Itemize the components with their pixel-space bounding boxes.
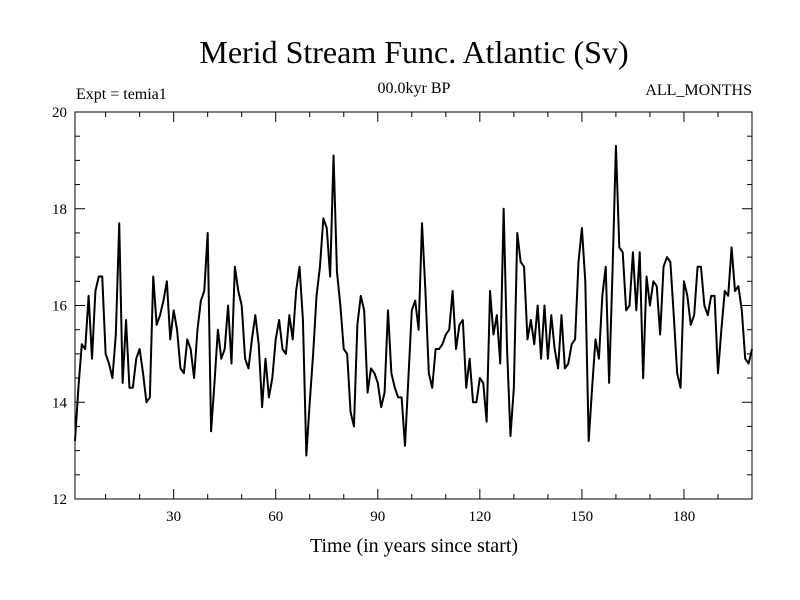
series-line [74,144,753,457]
x-tick-label: 150 [571,509,594,525]
experiment-label: Expt = temia1 [76,86,167,103]
axis-tick-labels: 30 60 90 120 150 180 12 14 16 18 20 [52,105,695,525]
axis-ticks [75,112,752,499]
x-tick-label: 180 [673,509,696,525]
months-label: ALL_MONTHS [645,82,752,99]
y-tick-label: 12 [52,492,67,508]
chart-title: Merid Stream Func. Atlantic (Sv) [199,34,628,70]
y-tick-label: 18 [52,202,67,218]
y-tick-label: 20 [52,105,67,121]
x-tick-label: 30 [166,509,181,525]
x-tick-label: 90 [370,509,385,525]
x-tick-label: 60 [268,509,283,525]
y-tick-label: 14 [52,395,68,411]
period-label: 00.0kyr BP [378,80,451,97]
x-axis-label: Time (in years since start) [310,535,518,557]
y-tick-label: 16 [52,299,68,315]
x-tick-label: 120 [469,509,492,525]
